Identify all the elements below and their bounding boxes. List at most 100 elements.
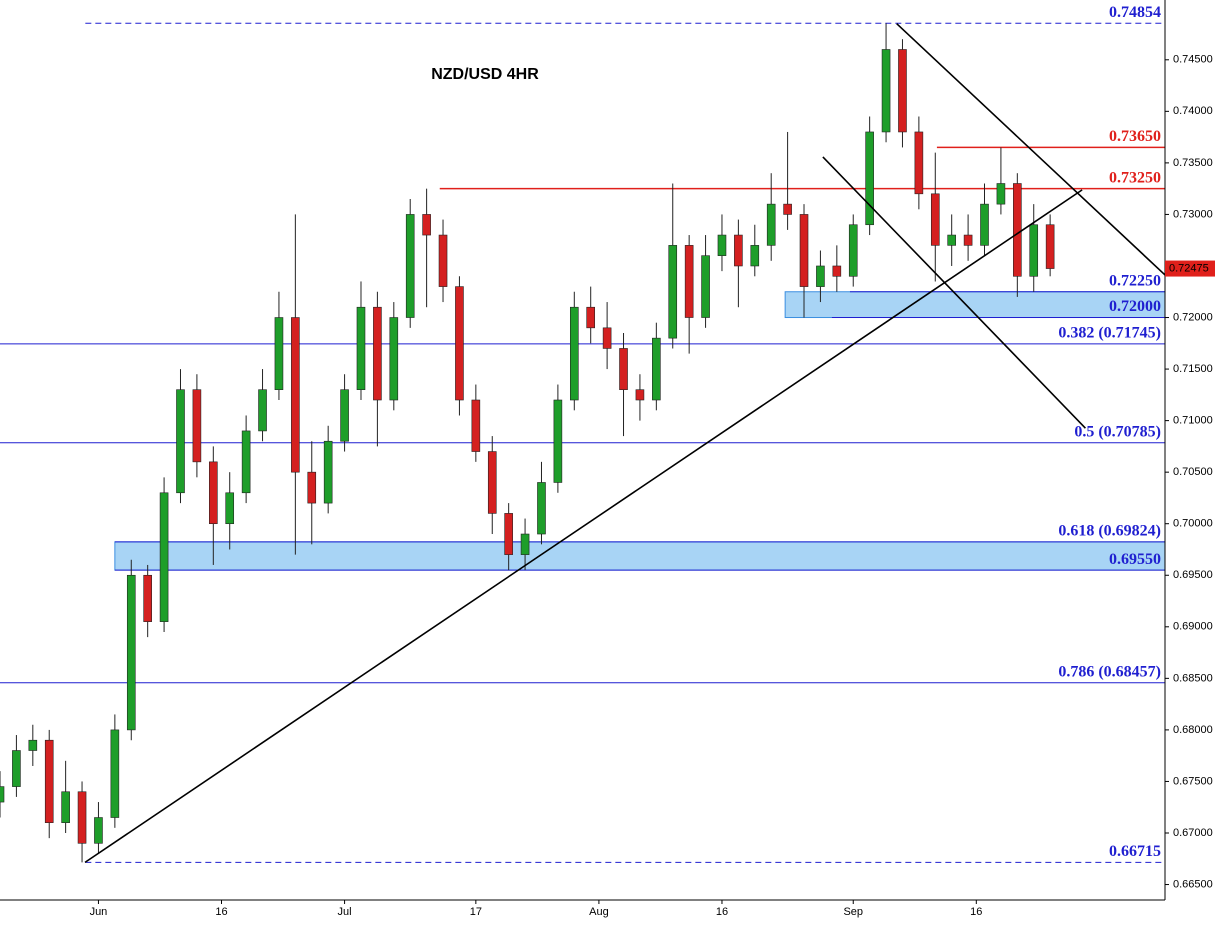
- y-tick-label: 0.73500: [1173, 157, 1213, 169]
- candle-body: [1013, 183, 1022, 277]
- candle-body: [44, 739, 54, 823]
- candle-body: [930, 193, 940, 246]
- y-tick-label: 0.69000: [1173, 621, 1213, 633]
- candle-body: [1029, 224, 1039, 277]
- candle-body: [717, 234, 727, 256]
- level-label: 0.73250: [1109, 169, 1161, 186]
- candle-body: [258, 389, 267, 432]
- last-price-label: 0.72475: [1169, 262, 1209, 274]
- chart-title: NZD/USD 4HR: [431, 66, 539, 83]
- level-label: 0.74854: [1109, 4, 1161, 21]
- candle-body: [28, 739, 38, 751]
- candle-body: [750, 245, 760, 267]
- candle-body: [652, 337, 661, 401]
- candle-body: [586, 306, 596, 329]
- candle-body: [291, 317, 300, 473]
- candle-body: [881, 49, 891, 133]
- y-tick-label: 0.70000: [1173, 518, 1213, 530]
- candle-body: [602, 327, 612, 349]
- x-tick-label: 17: [470, 906, 482, 918]
- x-tick-label: Jun: [90, 906, 108, 918]
- x-tick-label: 16: [970, 906, 982, 918]
- candle-body: [159, 492, 169, 622]
- candle-body: [405, 214, 415, 318]
- candle-body: [783, 203, 792, 215]
- y-tick-label: 0.72000: [1173, 311, 1213, 323]
- candle-body: [94, 817, 103, 844]
- y-tick-label: 0.74000: [1173, 105, 1213, 117]
- level-label: 0.66715: [1109, 843, 1161, 860]
- candle-body: [569, 306, 579, 401]
- candle-body: [389, 317, 399, 401]
- candle-body: [799, 214, 809, 287]
- candle-body: [126, 574, 136, 731]
- candle-body: [520, 533, 530, 555]
- candle-body: [455, 286, 464, 401]
- candle-body: [635, 389, 645, 401]
- level-label: 0.618 (0.69824): [1058, 523, 1161, 540]
- candle-body: [619, 348, 628, 390]
- trend-line: [822, 156, 1086, 429]
- candle-body: [274, 317, 284, 390]
- candle-body: [61, 791, 70, 823]
- y-tick-label: 0.70500: [1173, 466, 1213, 478]
- y-tick-label: 0.74500: [1173, 54, 1213, 66]
- candle-body: [963, 234, 973, 246]
- candle-body: [241, 430, 251, 494]
- candle-body: [766, 203, 776, 246]
- candle-body: [668, 245, 678, 339]
- candle-body: [143, 574, 152, 622]
- candle-body: [701, 255, 710, 318]
- candle-body: [356, 306, 366, 390]
- y-tick-label: 0.73000: [1173, 208, 1213, 220]
- candle-body: [816, 265, 825, 287]
- candle-body: [110, 729, 120, 818]
- candle-body: [832, 265, 842, 277]
- y-tick-label: 0.71500: [1173, 363, 1213, 375]
- candle-body: [307, 471, 317, 504]
- candle-body: [684, 245, 694, 318]
- candle-body: [947, 234, 956, 246]
- x-tick-label: 16: [716, 906, 728, 918]
- y-tick-label: 0.66500: [1173, 878, 1213, 890]
- y-tick-label: 0.69500: [1173, 569, 1213, 581]
- level-label: 0.786 (0.68457): [1058, 663, 1161, 680]
- y-tick-label: 0.67500: [1173, 775, 1213, 787]
- candle-body: [77, 791, 87, 844]
- candle-body: [323, 440, 333, 504]
- y-tick-label: 0.71000: [1173, 415, 1213, 427]
- candle-body: [487, 451, 497, 514]
- x-tick-label: Sep: [843, 906, 863, 918]
- candle-body: [0, 786, 5, 803]
- candle-body: [340, 389, 349, 442]
- candle-body: [734, 234, 743, 267]
- x-tick-label: 16: [215, 906, 227, 918]
- candle-body: [848, 224, 858, 277]
- support-zone: [114, 541, 1166, 571]
- candle-body: [471, 399, 481, 452]
- candle-body: [914, 131, 924, 195]
- candle-body: [373, 306, 382, 401]
- candle-body: [225, 492, 235, 525]
- candle-body: [537, 482, 546, 535]
- trend-line: [84, 189, 1083, 864]
- trend-line: [896, 23, 1166, 276]
- candle-body: [865, 131, 874, 226]
- candle-body: [504, 513, 513, 555]
- y-tick-label: 0.67000: [1173, 827, 1213, 839]
- candle-body: [12, 750, 21, 787]
- level-label: 0.5 (0.70785): [1074, 423, 1161, 440]
- candle-body: [996, 183, 1006, 205]
- candle-body: [422, 214, 431, 236]
- x-tick-label: Jul: [338, 906, 352, 918]
- level-label: 0.69550: [1109, 551, 1161, 568]
- candle-body: [898, 49, 907, 133]
- candle-body: [176, 389, 185, 494]
- x-tick-label: Aug: [589, 906, 609, 918]
- candle-body: [438, 234, 448, 287]
- last-price-box: [1165, 260, 1215, 277]
- candle-body: [209, 461, 218, 525]
- level-label: 0.72250: [1109, 272, 1161, 289]
